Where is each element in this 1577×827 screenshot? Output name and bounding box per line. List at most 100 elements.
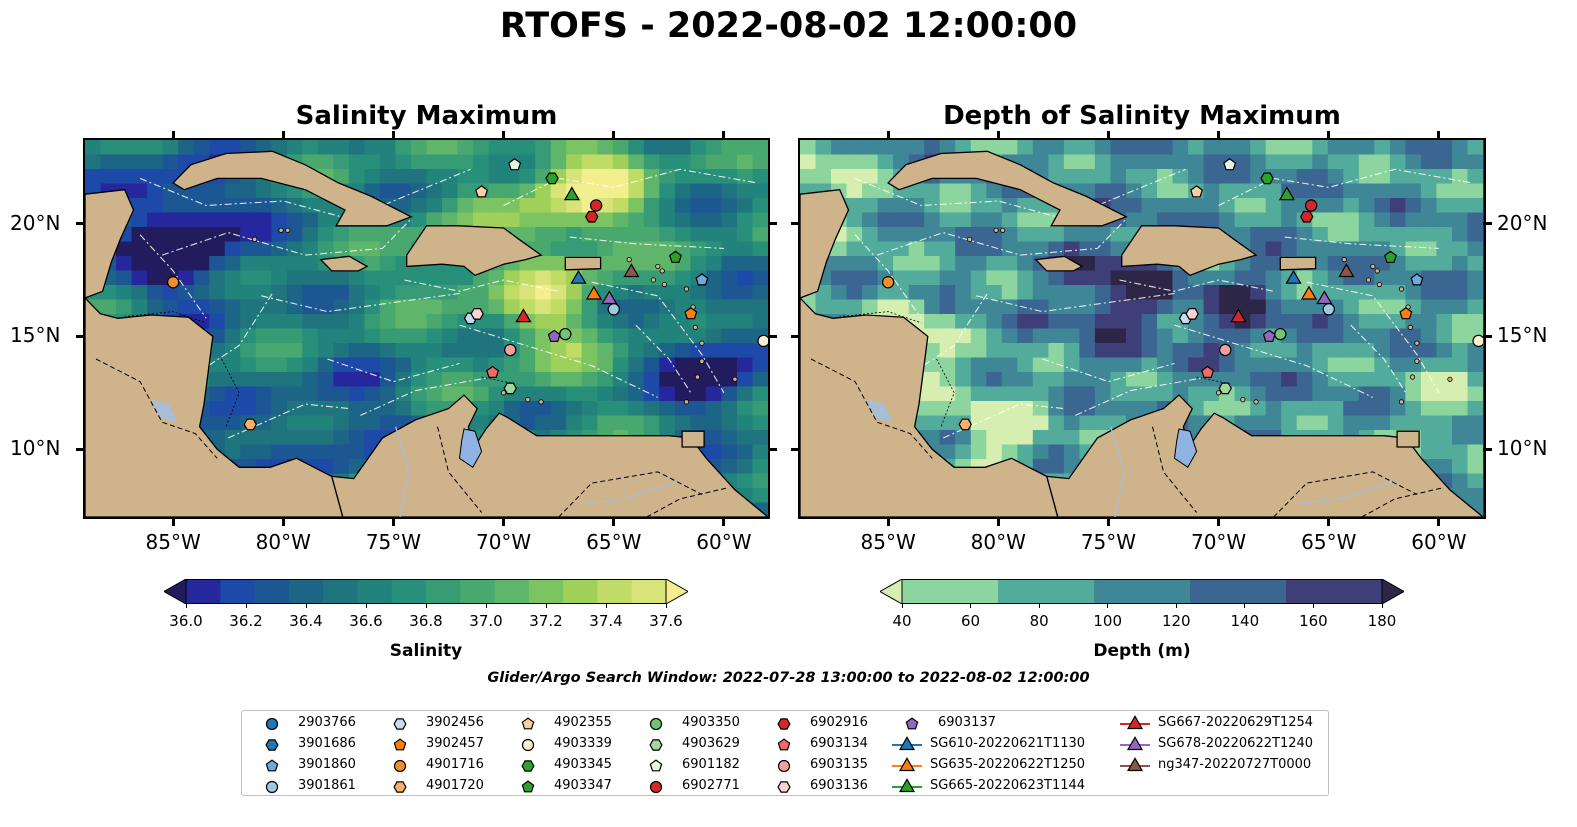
colorbar-tick-label: 37.4: [589, 612, 623, 630]
legend-marker: [649, 739, 663, 751]
lake-maracaibo: [1173, 428, 1198, 469]
colorbar-tick-mark: [305, 604, 307, 608]
colorbar-tick-label: 60: [961, 612, 981, 630]
legend-item-4903345: 4903345: [508, 756, 718, 775]
lat-tick-label-left: 15°N: [10, 323, 61, 348]
colorbar-extend-min: [162, 578, 187, 605]
platform-marker-4903350: [1274, 327, 1287, 341]
legend-item-3901686: 3901686: [252, 735, 462, 754]
legend-marker: [649, 780, 663, 794]
colorbar-swatch: [391, 579, 427, 604]
lon-tick-mark: [391, 517, 395, 526]
lat-tick-mark: [791, 447, 800, 451]
legend-label: 6902771: [682, 778, 740, 793]
legend-label: 4903347: [554, 778, 612, 793]
legend-item-3902456: 3902456: [380, 714, 590, 733]
legend-marker: [649, 759, 663, 772]
legend-label: 6902916: [810, 715, 868, 730]
platform-marker-4903339: [1472, 334, 1483, 348]
platform-marker-3902457: [1399, 307, 1413, 320]
map-title-depth: Depth of Salinity Maximum: [943, 101, 1341, 131]
legend-label: SG635-20220622T1250: [930, 757, 1086, 772]
colorbar-tick-mark: [1312, 604, 1314, 608]
colorbar-tick-mark: [901, 604, 903, 608]
lon-tick-mark: [1217, 517, 1221, 526]
legend-item-4903347: 4903347: [508, 777, 718, 796]
depth-colorbar-label: Depth (m): [1093, 641, 1191, 661]
lon-tick-label: 60°W: [1411, 530, 1467, 554]
depth-colorbar-ticks: 40 60 80 100 120 140 160 180: [880, 604, 1404, 634]
colorbar-swatch: [494, 579, 530, 604]
platform-marker-4903339: [757, 334, 768, 348]
colorbar-swatch: [597, 579, 633, 604]
legend-item-3901860: 3901860: [252, 756, 462, 775]
platform-marker-3901861: [1322, 303, 1335, 316]
salinity-colorbar-ticks: 36.0 36.2 36.4 36.6 36.8 37.0 37.2 37.4 37.6: [164, 604, 688, 634]
lon-tick-mark-top: [281, 131, 285, 140]
lon-tick-mark: [502, 517, 506, 526]
depth-colorbar: [878, 578, 1406, 605]
legend-marker: [521, 780, 535, 793]
colorbar-tick-mark: [485, 604, 487, 608]
jamaica-land: [1034, 255, 1084, 272]
cuba-land: [887, 150, 1128, 227]
legend-item-4903629: 4903629: [636, 735, 846, 754]
legend-item-6903134: 6903134: [764, 735, 974, 754]
legend-marker: [521, 760, 535, 772]
platform-marker-6903134: [1201, 365, 1215, 378]
lon-tick-label: 75°W: [365, 530, 422, 554]
platform-marker-6902916: [585, 210, 599, 223]
platform-marker-SG610-20220621T1130: [1285, 269, 1302, 284]
puerto-rico-land: [564, 256, 602, 271]
colorbar-tick-mark: [970, 604, 972, 608]
platform-marker-4903347: [1383, 250, 1397, 263]
legend-label: 4903345: [554, 757, 612, 772]
platform-marker-6903135: [504, 343, 517, 357]
legend-label: 4903629: [682, 736, 740, 751]
south-america-land: [1045, 394, 1483, 517]
lon-tick-label: 80°W: [255, 530, 311, 554]
platform-marker-ng347-20220727T0000: [1338, 263, 1355, 278]
legend-label: 6903134: [810, 736, 868, 751]
colorbar-tick-label: 120: [1161, 612, 1191, 630]
legend-label: 6903136: [810, 778, 868, 793]
legend-marker: [393, 718, 407, 730]
lat-tick-mark-right: [1483, 447, 1492, 451]
lat-tick-mark-right: [768, 334, 777, 338]
legend-item-4901716: 4901716: [380, 756, 590, 775]
platform-marker-6903134: [486, 365, 500, 378]
colorbar-tick-label: 40: [892, 612, 912, 630]
legend-item-3902457: 3902457: [380, 735, 590, 754]
platform-marker-6903136: [470, 308, 484, 320]
lon-tick-mark-top: [1437, 131, 1441, 140]
colorbar-tick-mark: [1381, 604, 1383, 608]
legend-item-4901720: 4901720: [380, 777, 590, 796]
lon-tick-mark-top: [722, 131, 726, 140]
legend-label: SG665-20220623T1144: [930, 778, 1086, 793]
lon-tick-label: 80°W: [970, 530, 1026, 554]
legend-item-ng347-20220727T0000: ng347-20220727T0000: [1120, 756, 1330, 775]
colorbar-tick-mark: [185, 604, 187, 608]
legend-marker: [649, 717, 663, 731]
legend-marker: [1126, 736, 1144, 751]
hispaniola-land: [1121, 225, 1258, 277]
lat-tick-mark-right: [1483, 334, 1492, 338]
colorbar-swatch: [631, 579, 667, 604]
colorbar-swatch: [998, 579, 1095, 604]
lon-tick-mark-top: [886, 131, 890, 140]
legend-item-4903339: 4903339: [508, 735, 718, 754]
platform-marker-SG635-20220622T1250: [1300, 285, 1318, 300]
platform-marker-4903629: [1218, 382, 1232, 395]
platform-marker-SG665-20220623T1144: [1278, 186, 1295, 201]
legend-marker: [898, 736, 916, 751]
platform-marker-SG678-20220622T1240: [1316, 290, 1333, 305]
platform-marker-3901860: [1410, 273, 1424, 286]
lon-tick-mark-top: [996, 131, 1000, 140]
legend-item-6903137: 6903137: [892, 714, 1102, 733]
depth-salinity-maximum-map: [798, 138, 1486, 519]
platform-marker-6902771: [589, 199, 603, 212]
legend-marker: [265, 780, 279, 794]
colorbar-swatch: [288, 579, 324, 604]
platform-marker-4902355: [475, 185, 489, 198]
colorbar-swatch: [460, 579, 496, 604]
